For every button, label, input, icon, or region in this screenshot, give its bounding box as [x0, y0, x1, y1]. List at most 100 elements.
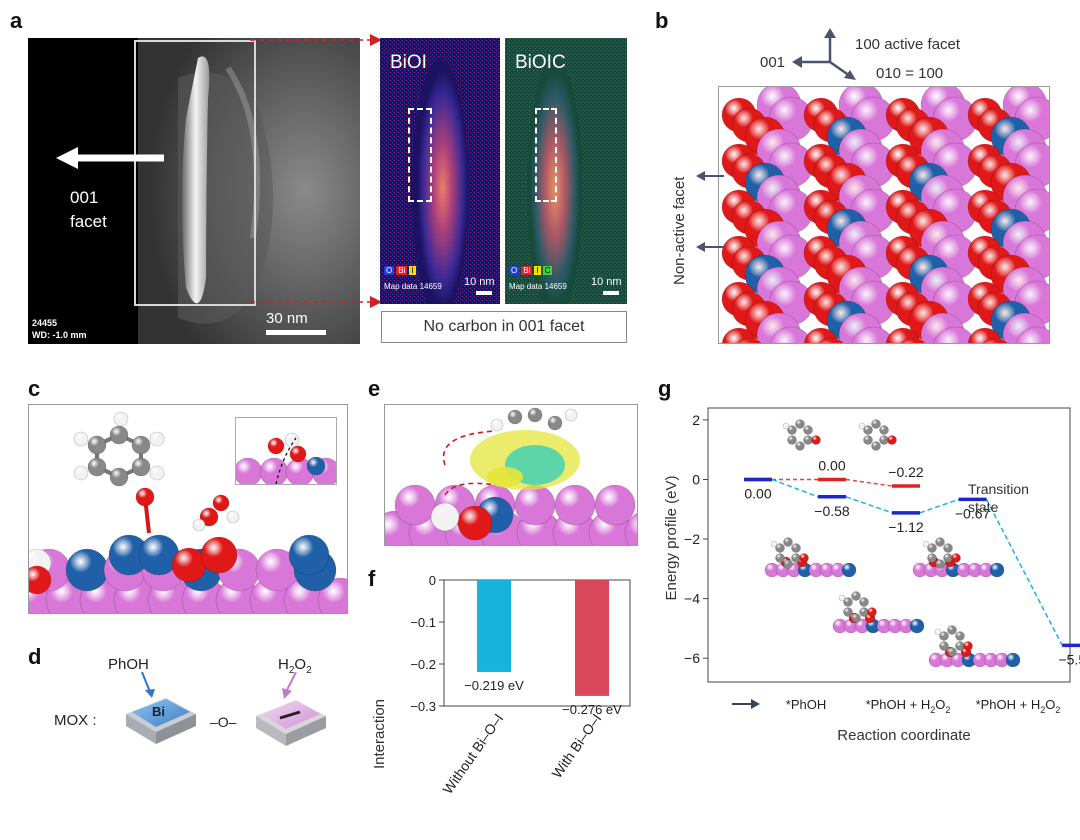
c-atom	[109, 467, 129, 487]
slab-atom	[1005, 652, 1021, 668]
h-atom	[149, 431, 165, 447]
h-atom	[858, 422, 866, 430]
h-atom	[113, 411, 129, 427]
c-atom	[803, 435, 813, 445]
o-atom	[135, 487, 155, 507]
bi-atom	[514, 484, 556, 526]
o-atom	[963, 641, 973, 651]
h-atom	[782, 422, 790, 430]
c-atom	[879, 425, 889, 435]
g-energy-label: −0.67	[955, 505, 991, 521]
h-atom	[192, 518, 206, 532]
o-atom	[887, 435, 897, 445]
g-energy-label: 0.00	[818, 457, 845, 473]
o-atom	[29, 565, 52, 595]
transition-state-label-2: state	[968, 499, 999, 515]
slab-atom	[909, 618, 925, 634]
h-atom	[430, 502, 460, 532]
f-y-tick-label: −0.1	[410, 615, 436, 630]
c-atom	[871, 419, 881, 429]
image-id: 24455	[32, 318, 58, 328]
charge-density-model	[384, 404, 638, 546]
f-y-tick-label: −0.2	[410, 657, 436, 672]
slab-inset	[928, 646, 1021, 668]
element-legend: O Bi I	[384, 266, 416, 275]
c-atom	[783, 537, 793, 547]
c-atom	[935, 559, 945, 569]
slab-inset	[764, 556, 857, 578]
h-atom	[149, 465, 165, 481]
o-atom	[818, 337, 844, 343]
mox-schematic	[126, 672, 326, 746]
c-atom	[863, 435, 873, 445]
map-title-bioi: BiOI	[390, 52, 427, 73]
c-atom	[955, 641, 965, 651]
h-atom	[564, 408, 578, 422]
g-connector	[845, 478, 893, 487]
bi-atom	[851, 326, 895, 343]
g-plot-frame	[707, 407, 1071, 683]
h-atom	[934, 628, 942, 636]
c-atom	[109, 425, 129, 445]
h-atom	[770, 540, 778, 548]
map-data-label: Map data 14659	[509, 282, 567, 291]
inset-model	[235, 417, 337, 485]
c-atom	[863, 425, 873, 435]
c-atom	[843, 607, 853, 617]
f-category-label: With Bi–O–I	[549, 711, 605, 781]
panel-label-a: a	[10, 8, 23, 33]
o-atom	[736, 337, 762, 343]
c-atom	[927, 543, 937, 553]
energy-profile-chart: Energy profile (eV) 2 0 −2 −4 −6 0.00 −0.22 0.…	[663, 407, 1080, 744]
g-y-tick-label: −4	[684, 591, 700, 607]
map-scale-bar	[476, 291, 492, 295]
connector-arrows	[250, 34, 382, 308]
g-energy-label: −5.57	[1058, 651, 1080, 667]
h-atom	[226, 510, 240, 524]
molecule-inset	[858, 419, 897, 451]
c-atom	[859, 597, 869, 607]
c-atom	[775, 553, 785, 563]
dashed-guide	[275, 437, 297, 484]
g-energy-label: −0.22	[888, 464, 924, 480]
f-y-tick-label: −0.3	[410, 699, 436, 714]
c-atom	[943, 543, 953, 553]
map-scale-label: 10 nm	[591, 276, 622, 288]
c-atom	[131, 457, 151, 477]
legend-o: O	[509, 266, 520, 275]
interaction-bar-chart: Interaction 0 −0.1 −0.2 −0.3 −0.219 eV Witho…	[371, 573, 631, 797]
facet-label-001: 001	[70, 188, 99, 207]
axis-label-010: 010 = 100	[876, 65, 944, 82]
bi-atom	[1015, 326, 1049, 343]
crystal-structure	[718, 86, 1050, 344]
c-atom	[879, 435, 889, 445]
adsorption-model	[28, 404, 348, 614]
bi-atom	[259, 457, 289, 484]
c-atom	[851, 591, 861, 601]
g-y-tick-label: 0	[692, 471, 700, 487]
h-atom	[922, 540, 930, 548]
mox-label: MOX :	[54, 712, 97, 729]
legend-bi: Bi	[396, 266, 408, 275]
molecule-inset	[770, 537, 809, 569]
c-atom	[787, 435, 797, 445]
c-atom	[527, 407, 543, 423]
molecule-inset	[838, 591, 877, 623]
o-atom	[799, 553, 809, 563]
g-connector	[771, 478, 819, 498]
side-arrows-icon	[696, 171, 724, 252]
tem-image: 001 facet 24455 WD: -1.0 mm 30 nm	[28, 38, 360, 344]
c-atom	[87, 435, 107, 455]
c-atom	[803, 425, 813, 435]
g-connector	[845, 496, 893, 514]
c-atom	[871, 441, 881, 451]
g-y-axis-label: Energy profile (eV)	[663, 475, 680, 600]
charge-lobe-yellow	[487, 467, 523, 487]
c-atom	[943, 553, 953, 563]
element-legend: O Bi I C	[509, 266, 553, 275]
o-atom	[267, 437, 285, 455]
axis-arrows-icon	[792, 28, 856, 80]
bi-atom	[933, 326, 977, 343]
g-y-tick-label: 2	[692, 412, 700, 428]
h-atom	[284, 432, 300, 448]
